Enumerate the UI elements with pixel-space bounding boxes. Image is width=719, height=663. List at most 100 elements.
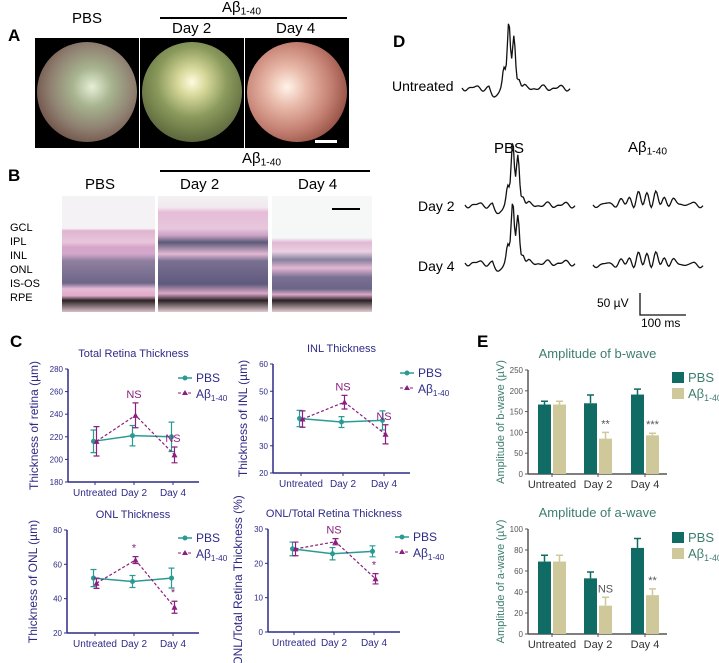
- erg-untreated-label: Untreated: [392, 78, 454, 94]
- awave-bar-pbs: [538, 561, 551, 634]
- awave-error-bar: [556, 554, 563, 562]
- layer-label-onl: ONL: [10, 264, 33, 276]
- onl-legend-marker-abeta: [182, 550, 188, 555]
- inl-y-tick-label: 50: [259, 387, 268, 396]
- layer-label-ipl: IPL: [10, 236, 27, 248]
- onl-x-tick-label: Day 4: [160, 639, 187, 650]
- inl-legend-marker-abeta: [404, 385, 410, 390]
- onl-title: ONL Thickness: [96, 509, 171, 521]
- scale-voltage-label: 50 µV: [597, 296, 629, 310]
- onl-marker-triangle: [93, 580, 100, 586]
- bwave-bar-pbs: [584, 403, 597, 474]
- trt-y-tick-label: 240: [50, 410, 64, 419]
- ratio-x-tick-label: Untreated: [272, 638, 316, 649]
- ratio-x-tick-label: Day 2: [321, 638, 348, 649]
- onl-y-tick-label: 60: [53, 560, 62, 569]
- bwave-significance-label: **: [601, 418, 610, 430]
- awave-bar-abeta: [599, 605, 612, 634]
- trt-marker-circle: [130, 433, 135, 439]
- fundus-image-day4: [245, 38, 349, 148]
- onl-marker-triangle: [132, 557, 139, 563]
- ratio-legend-label-pbs: PBS: [413, 530, 437, 544]
- onl-y-axis-label: Thickness of ONL (µm): [26, 520, 40, 643]
- awave-error-bar: [602, 596, 609, 606]
- onl-legend-label-abeta-sub: 1-40: [211, 554, 228, 563]
- trt-legend-label-pbs: PBS: [196, 371, 220, 385]
- panel-label-b: B: [8, 166, 21, 185]
- awave-error-bar: [649, 588, 656, 596]
- awave-error-bar: [634, 537, 641, 548]
- awave-significance-label: **: [648, 575, 657, 587]
- bwave-legend-label-abeta-sub: 1-40: [704, 393, 719, 403]
- bwave-y-tick-label: 0: [519, 470, 524, 479]
- bwave-bar-abeta: [599, 438, 612, 474]
- bwave-legend-label-abeta: Aβ1-40: [688, 386, 719, 403]
- onl-marker-triangle: [171, 604, 178, 610]
- histology-day4: [272, 196, 372, 312]
- bwave-title: Amplitude of b-wave: [539, 346, 657, 361]
- erg-abeta-header: Aβ1-40: [628, 139, 667, 158]
- ratio-legend-label-abeta-sub: 1-40: [428, 553, 445, 562]
- ratio-marker-circle: [330, 551, 335, 557]
- panel-b-day4-header: Day 4: [298, 176, 338, 193]
- bwave-error-bar: [634, 388, 641, 395]
- inl-marker-circle: [339, 419, 344, 425]
- awave-bar-abeta: [553, 561, 566, 634]
- bwave-x-tick-label: Day 4: [631, 479, 660, 491]
- erg-trace-pbs-day4: [464, 203, 576, 272]
- bwave-y-tick-label: 200: [510, 387, 524, 396]
- trt-y-tick-label: 200: [50, 455, 64, 464]
- trt-legend-marker-pbs: [182, 375, 188, 381]
- awave-y-tick-label: 0: [519, 630, 524, 639]
- trt-x-tick-label: Untreated: [73, 488, 117, 499]
- awave-legend-swatch-abeta: [672, 548, 684, 559]
- panel-label-d: D: [393, 32, 406, 51]
- trt-x-tick-label: Day 2: [121, 488, 148, 499]
- bwave-bar-pbs: [538, 404, 551, 474]
- onl-legend-label-abeta: Aβ1-40: [196, 547, 228, 563]
- ratio-y-tick-label: 10: [254, 594, 263, 603]
- awave-x-tick-label: Day 2: [584, 639, 613, 651]
- abeta-base: Aβ: [222, 0, 241, 16]
- trt-title: Total Retina Thickness: [78, 348, 189, 360]
- inl-y-axis-label: Thickness of INL (µm): [236, 360, 250, 477]
- onl-marker-circle: [130, 579, 135, 584]
- trt-significance-label: NS: [126, 389, 141, 401]
- awave-legend-swatch-pbs: [672, 532, 684, 543]
- ratio-significance-label: NS: [326, 525, 341, 537]
- erg-day4-label: Day 4: [418, 258, 455, 274]
- panel-a-pbs-header: PBS: [72, 10, 103, 27]
- fundus-image-day2: [140, 38, 244, 148]
- awave-legend-label-abeta: Aβ1-40: [688, 546, 719, 563]
- trt-legend-label-abeta: Aβ1-40: [196, 387, 228, 403]
- inl-marker-circle: [380, 417, 385, 423]
- awave-legend-label-pbs: PBS: [688, 530, 714, 545]
- bwave-error-bar: [587, 394, 594, 404]
- trt-y-tick-label: 220: [50, 433, 64, 442]
- ratio-marker-triangle: [332, 538, 339, 545]
- layer-label-inl: INL: [10, 250, 28, 262]
- erg-trace-pbs-day2: [464, 143, 576, 215]
- abeta-sub: 1-40: [240, 6, 262, 18]
- awave-error-bar: [587, 571, 594, 579]
- ratio-legend-marker-abeta: [399, 549, 405, 554]
- awave-y-tick-label: 60: [514, 567, 523, 576]
- awave-y-axis-label: Amplitude of a-wave (µV): [495, 520, 507, 644]
- inl-y-tick-label: 60: [259, 360, 268, 369]
- layer-label-is-os: IS-OS: [10, 278, 40, 290]
- scale-time-label: 100 ms: [641, 316, 681, 330]
- awave-y-tick-label: 40: [514, 588, 523, 597]
- inl-marker-triangle: [341, 399, 348, 405]
- inl-y-tick-label: 20: [259, 469, 268, 478]
- onl-legend-marker-pbs: [182, 535, 188, 541]
- scale-bar: [332, 208, 360, 210]
- inl-marker-triangle: [382, 431, 389, 437]
- ratio-y-tick-label: 0: [259, 628, 264, 637]
- onl-y-tick-label: 20: [53, 629, 62, 638]
- trt-y-tick-label: 260: [50, 388, 64, 397]
- trt-marker-circle: [169, 434, 174, 440]
- ratio-marker-triangle: [292, 545, 299, 552]
- bwave-x-tick-label: Day 2: [584, 479, 613, 491]
- trt-y-tick-label: 280: [50, 365, 64, 374]
- trt-legend-label-abeta-sub: 1-40: [211, 394, 228, 403]
